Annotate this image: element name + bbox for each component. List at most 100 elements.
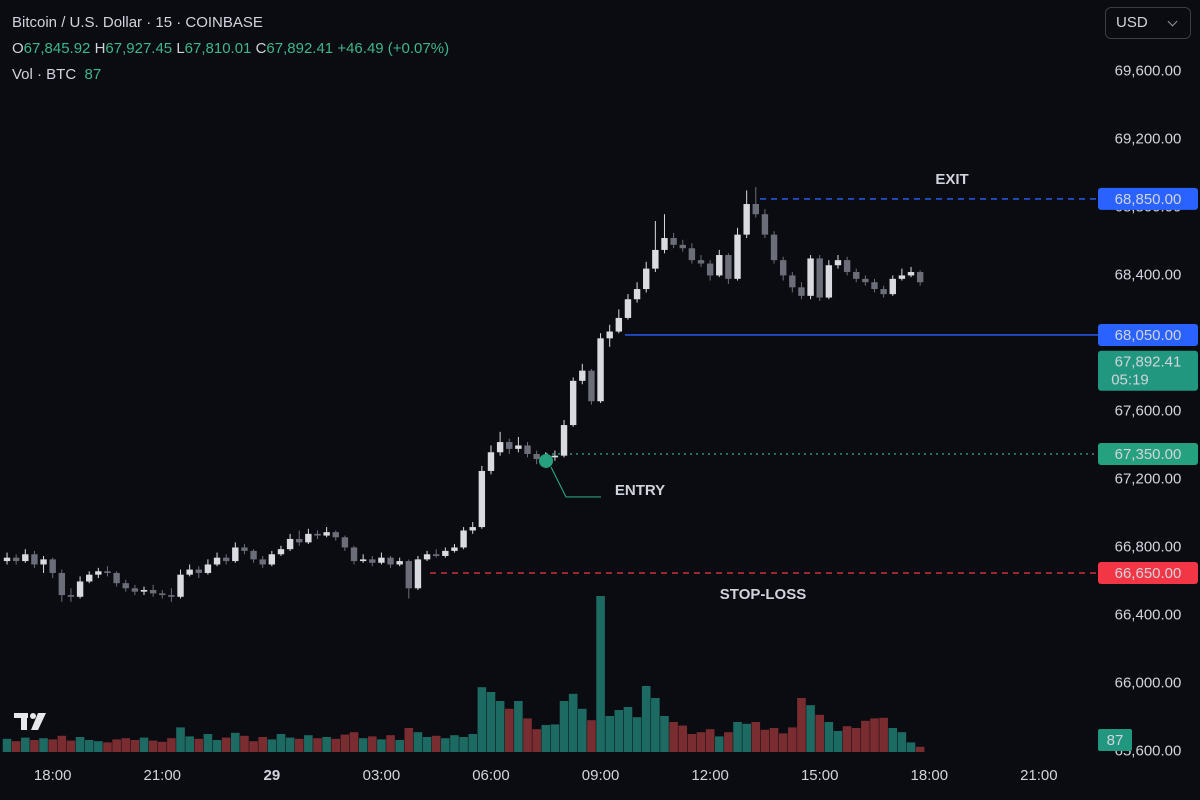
candle-body xyxy=(259,559,266,565)
ohlc-value: 67,892.41 xyxy=(266,40,334,57)
volume-bar xyxy=(395,740,404,752)
volume-bar xyxy=(340,734,350,752)
candle-body xyxy=(579,370,586,381)
candle-body xyxy=(104,571,111,573)
volume-bar xyxy=(413,732,423,752)
volume-bar xyxy=(870,718,879,752)
y-tick-label: 67,600.00 xyxy=(1115,402,1182,419)
volume-bar xyxy=(367,736,377,752)
candle-body xyxy=(652,249,659,269)
candle-body xyxy=(688,248,696,261)
candle-body xyxy=(433,554,440,556)
volume-row: Vol · BTC 87 xyxy=(12,62,449,88)
candle-body xyxy=(907,272,915,276)
volume-bar xyxy=(550,724,560,752)
candle-body xyxy=(706,263,714,276)
volume-bar xyxy=(422,737,432,752)
volume-bar xyxy=(386,735,395,752)
volume-bar xyxy=(641,686,651,752)
volume-bar xyxy=(678,725,688,752)
candle-body xyxy=(825,265,833,298)
candle-body xyxy=(615,317,623,332)
price-tag xyxy=(1098,442,1198,465)
candle-body xyxy=(387,557,394,565)
volume-bar xyxy=(705,729,715,752)
candle-body xyxy=(862,278,869,283)
volume-bar xyxy=(696,732,706,752)
price-tag-label: 66,650.00 xyxy=(1115,565,1182,582)
volume-bar xyxy=(614,710,624,752)
candle-body xyxy=(58,572,66,596)
candle-body xyxy=(314,533,321,536)
volume-bar xyxy=(486,692,496,752)
volume-bar xyxy=(842,726,852,752)
candle-body xyxy=(378,557,385,563)
candle-body xyxy=(49,559,56,573)
volume-bar xyxy=(203,734,213,752)
candle-body xyxy=(131,588,139,592)
volume-bar xyxy=(778,733,788,752)
symbol-title: Bitcoin / U.S. Dollar · 15 · COINBASE xyxy=(12,14,263,31)
candle-body xyxy=(40,559,47,565)
candle-body xyxy=(816,258,823,298)
volume-bar xyxy=(276,734,286,752)
candle-body xyxy=(743,204,750,235)
volume-bar xyxy=(66,740,76,752)
volume-bar xyxy=(888,728,898,752)
volume-bar xyxy=(824,722,834,752)
volume-bar xyxy=(797,698,806,752)
candle-body xyxy=(159,593,166,596)
currency-button[interactable]: USD xyxy=(1105,7,1191,39)
candle-body xyxy=(697,260,705,264)
volume-bar xyxy=(906,742,916,752)
last-price-tag xyxy=(1098,350,1198,391)
candle-body xyxy=(268,554,276,565)
volume-bar xyxy=(587,720,596,752)
y-tick-label: 69,200.00 xyxy=(1115,130,1182,147)
candle-body xyxy=(515,445,522,449)
volume-bar xyxy=(532,729,541,752)
candle-body xyxy=(807,258,814,296)
candle-body xyxy=(3,557,11,562)
y-tick-label: 67,200.00 xyxy=(1115,470,1182,487)
candle-body xyxy=(277,549,285,555)
volume-bar xyxy=(185,736,194,752)
volume-bar xyxy=(760,729,770,752)
volume-bar xyxy=(714,736,724,752)
candle-body xyxy=(834,260,842,266)
y-tick-label: 68,400.00 xyxy=(1115,266,1182,283)
volume-bar xyxy=(377,739,386,752)
candle-body xyxy=(76,581,84,597)
volume-bar xyxy=(651,698,660,752)
candle-body xyxy=(241,547,248,551)
candle-body xyxy=(451,547,458,551)
volume-bar xyxy=(514,701,523,752)
candle-body xyxy=(487,452,495,471)
candle-body xyxy=(460,530,467,548)
volume-bar xyxy=(30,740,39,752)
candle-body xyxy=(633,289,641,300)
x-tick-label: 12:00 xyxy=(691,767,729,784)
volume-value: 87 xyxy=(84,66,102,83)
candle-body xyxy=(186,569,193,575)
candle-body xyxy=(798,287,805,296)
volume-bar xyxy=(733,722,742,752)
volume-bar xyxy=(769,728,779,752)
volume-bar xyxy=(221,737,231,752)
candle-body xyxy=(880,289,887,295)
candle-body xyxy=(916,272,924,283)
candle-body xyxy=(661,238,668,250)
candle-body xyxy=(341,537,349,548)
volume-bar xyxy=(897,732,907,752)
ohlc-key: C xyxy=(255,40,267,57)
volume-bar xyxy=(559,701,569,752)
volume-bar xyxy=(815,714,825,752)
volume-bar xyxy=(504,708,514,752)
volume-bar xyxy=(358,738,368,752)
x-tick-label: 03:00 xyxy=(363,767,401,784)
candle-body xyxy=(396,561,403,565)
candle-body xyxy=(222,557,230,562)
candle-body xyxy=(533,453,540,460)
candle-body xyxy=(369,559,376,563)
